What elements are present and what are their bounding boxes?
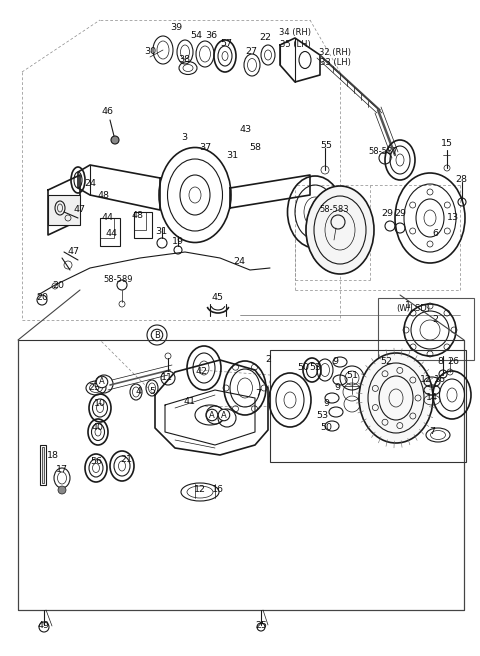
Text: 10: 10 bbox=[94, 398, 106, 407]
Text: 7: 7 bbox=[429, 428, 435, 436]
Bar bbox=[378, 298, 474, 360]
Text: 44: 44 bbox=[102, 213, 114, 222]
Text: 35 (LH): 35 (LH) bbox=[280, 39, 311, 49]
Bar bbox=[18, 340, 464, 610]
Text: 6: 6 bbox=[432, 230, 438, 239]
Text: A: A bbox=[209, 411, 215, 419]
Text: 53: 53 bbox=[309, 363, 321, 373]
Circle shape bbox=[58, 486, 66, 494]
Text: 51: 51 bbox=[346, 371, 358, 380]
Text: 9: 9 bbox=[332, 358, 338, 367]
Text: 12: 12 bbox=[420, 375, 432, 384]
Text: 48: 48 bbox=[131, 211, 143, 220]
Text: 54: 54 bbox=[190, 31, 202, 41]
Ellipse shape bbox=[306, 186, 374, 274]
Text: 24: 24 bbox=[84, 178, 96, 188]
Text: 25: 25 bbox=[255, 621, 267, 630]
Text: 27: 27 bbox=[245, 47, 257, 56]
Text: 45: 45 bbox=[212, 293, 224, 302]
Text: 18: 18 bbox=[47, 451, 59, 459]
Text: 58-587: 58-587 bbox=[368, 148, 398, 157]
Text: 11: 11 bbox=[161, 373, 173, 382]
Text: 52: 52 bbox=[380, 358, 392, 367]
Text: 57: 57 bbox=[220, 39, 232, 49]
Text: 43: 43 bbox=[240, 125, 252, 134]
Text: 38: 38 bbox=[178, 56, 190, 64]
Text: 50: 50 bbox=[297, 363, 309, 373]
Text: 3: 3 bbox=[181, 134, 187, 142]
Text: 12: 12 bbox=[194, 485, 206, 495]
Ellipse shape bbox=[359, 353, 433, 443]
Text: 16: 16 bbox=[434, 375, 446, 384]
Text: 42: 42 bbox=[196, 367, 208, 377]
Text: 58: 58 bbox=[249, 144, 261, 152]
Text: 17: 17 bbox=[56, 466, 68, 474]
Text: 50: 50 bbox=[320, 424, 332, 432]
Bar bbox=[270, 350, 466, 462]
Text: 58-589: 58-589 bbox=[103, 276, 133, 285]
Text: 37: 37 bbox=[199, 144, 211, 152]
Bar bbox=[40, 445, 46, 485]
Text: 14: 14 bbox=[426, 394, 438, 403]
Text: 29: 29 bbox=[394, 209, 406, 218]
Text: 46: 46 bbox=[101, 108, 113, 117]
Text: 28: 28 bbox=[455, 176, 467, 184]
Text: 39: 39 bbox=[170, 24, 182, 33]
Text: 55: 55 bbox=[320, 140, 332, 150]
Text: 23: 23 bbox=[88, 382, 100, 392]
Text: 22: 22 bbox=[259, 33, 271, 41]
Bar bbox=[48, 195, 80, 225]
Text: 44: 44 bbox=[106, 230, 118, 239]
Text: 47: 47 bbox=[68, 247, 80, 256]
Text: 56: 56 bbox=[90, 457, 102, 466]
Text: 32 (RH): 32 (RH) bbox=[319, 47, 351, 56]
Text: 36: 36 bbox=[205, 31, 217, 41]
Text: 31: 31 bbox=[155, 228, 167, 237]
Text: 21: 21 bbox=[120, 455, 132, 464]
Text: 33 (LH): 33 (LH) bbox=[320, 58, 350, 68]
Text: 20: 20 bbox=[52, 281, 64, 289]
Bar bbox=[42, 447, 44, 483]
Text: 15: 15 bbox=[441, 138, 453, 148]
Text: 49: 49 bbox=[38, 621, 50, 630]
Text: 13: 13 bbox=[447, 213, 459, 222]
Circle shape bbox=[111, 136, 119, 144]
Text: 1: 1 bbox=[405, 300, 411, 310]
Text: (W/LSD): (W/LSD) bbox=[396, 304, 430, 312]
Text: 2: 2 bbox=[265, 356, 271, 365]
Text: 5: 5 bbox=[149, 388, 155, 396]
Text: 19: 19 bbox=[172, 237, 184, 247]
Text: 9: 9 bbox=[334, 384, 340, 392]
Text: 8: 8 bbox=[437, 358, 443, 367]
Text: 2: 2 bbox=[432, 316, 438, 325]
Text: 7: 7 bbox=[255, 388, 261, 398]
Text: B: B bbox=[154, 331, 160, 340]
Text: 29: 29 bbox=[381, 209, 393, 218]
Text: 40: 40 bbox=[91, 424, 103, 432]
Text: 24: 24 bbox=[233, 258, 245, 266]
Text: 47: 47 bbox=[74, 205, 86, 213]
Bar bbox=[134, 212, 146, 230]
Text: 4: 4 bbox=[136, 388, 142, 396]
Text: 20: 20 bbox=[36, 293, 48, 302]
Text: 16: 16 bbox=[212, 485, 224, 495]
Text: A: A bbox=[221, 411, 227, 419]
Bar bbox=[100, 218, 120, 246]
Text: 53: 53 bbox=[316, 411, 328, 420]
Text: 41: 41 bbox=[184, 398, 196, 407]
Text: 31: 31 bbox=[226, 152, 238, 161]
Text: 26: 26 bbox=[447, 358, 459, 367]
Text: 30: 30 bbox=[144, 47, 156, 56]
Text: 9: 9 bbox=[323, 400, 329, 409]
Bar bbox=[100, 218, 114, 238]
Text: A: A bbox=[99, 377, 105, 386]
Bar bbox=[134, 212, 152, 238]
Text: 48: 48 bbox=[98, 192, 110, 201]
Text: 34 (RH): 34 (RH) bbox=[279, 28, 311, 37]
Text: 58-583: 58-583 bbox=[319, 205, 349, 215]
